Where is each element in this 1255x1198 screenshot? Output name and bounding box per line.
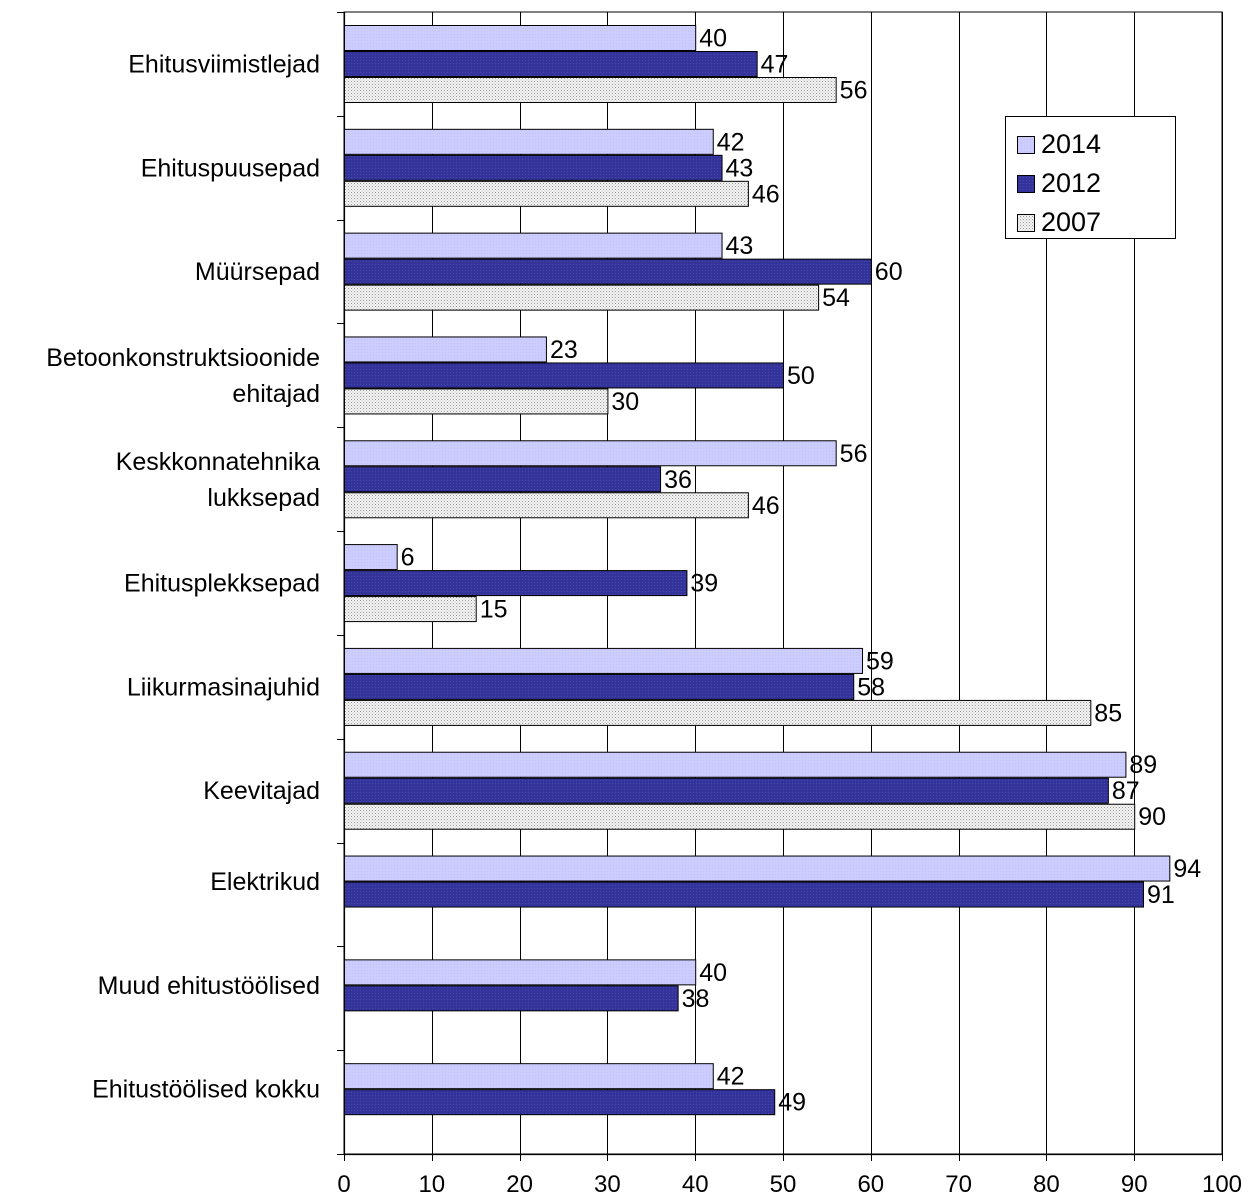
data-label: 46 [752, 180, 780, 208]
bar-2014 [344, 751, 1127, 778]
data-label: 43 [726, 154, 754, 182]
legend-label: 2014 [1041, 129, 1101, 159]
data-label: 46 [752, 492, 780, 520]
data-label: 56 [840, 77, 868, 105]
category-label: Muud ehitustöölised [98, 972, 320, 1000]
x-tick-label: 90 [1121, 1171, 1148, 1198]
data-label: 36 [664, 466, 692, 494]
data-label: 85 [1094, 699, 1122, 727]
data-labels: 4047564243464360542350305636466391559588… [401, 25, 1202, 1117]
bar-2007 [344, 388, 609, 415]
data-label: 42 [717, 1063, 745, 1091]
bar-2012 [344, 466, 662, 493]
bar-2014 [344, 1063, 714, 1090]
bar-2012 [344, 673, 855, 700]
data-label: 15 [480, 596, 508, 624]
bar-2014 [344, 232, 723, 259]
legend-label: 2012 [1041, 168, 1101, 198]
x-tick-label: 50 [770, 1171, 797, 1198]
category-label: Liikurmasinajuhid [127, 673, 320, 701]
data-label: 56 [840, 440, 868, 468]
data-label: 40 [699, 959, 727, 987]
bar-2012 [344, 154, 723, 181]
bar-2012 [344, 881, 1144, 908]
data-label: 89 [1129, 751, 1157, 779]
bar-2014 [344, 25, 697, 51]
data-label: 58 [857, 673, 885, 701]
bars [344, 25, 1171, 1116]
legend-swatch-2012 [1017, 175, 1035, 193]
legend: 2014 2012 2007 [1005, 116, 1176, 239]
bar-2007 [344, 180, 749, 207]
category-label: Ehituspuusepad [141, 154, 320, 182]
bar-2014 [344, 544, 398, 571]
data-label: 60 [875, 258, 903, 286]
category-label: Ehitusplekksepad [124, 570, 320, 598]
data-label: 38 [682, 985, 710, 1013]
x-tick-label: 40 [682, 1171, 709, 1198]
category-label: Ehitusviimistlejad [128, 51, 320, 79]
category-label: Elektrikud [210, 868, 320, 896]
bar-2014 [344, 959, 697, 986]
category-labels: Ehitusviimistlejad Ehituspuusepad Müürsepa… [46, 51, 320, 1104]
data-label: 30 [611, 388, 639, 416]
category-label: ehitajad [232, 380, 320, 408]
data-label: 47 [761, 51, 789, 79]
bar-2014 [344, 855, 1171, 882]
bar-2007 [344, 77, 837, 103]
category-label: lukksepad [207, 484, 320, 512]
category-label: Keevitajad [203, 777, 320, 805]
category-label: Betoonkonstruktsioonide [46, 344, 320, 372]
bar-2007 [344, 492, 749, 519]
bar-2007 [344, 803, 1136, 830]
bar-2012 [344, 985, 679, 1012]
bar-2007 [344, 596, 477, 623]
data-label: 59 [866, 647, 894, 675]
data-label: 87 [1112, 777, 1140, 805]
x-tick-label: 70 [945, 1171, 972, 1198]
data-label: 42 [717, 128, 745, 156]
bar-2012 [344, 777, 1109, 804]
x-tick-label: 30 [594, 1171, 621, 1198]
bar-2014 [344, 336, 547, 363]
bar-2012 [344, 1089, 776, 1116]
category-label: Keskkonnatehnika [116, 448, 320, 476]
x-tick-label: 0 [337, 1171, 350, 1198]
x-tick-label: 20 [506, 1171, 533, 1198]
bar-2014 [344, 647, 864, 674]
data-label: 39 [690, 570, 718, 598]
x-tick-labels: 0 10 20 30 40 50 60 70 80 90 100 [337, 1171, 1242, 1198]
bar-2007 [344, 699, 1092, 726]
data-label: 50 [787, 362, 815, 390]
x-tick-label: 100 [1202, 1171, 1242, 1198]
x-tick-label: 60 [857, 1171, 884, 1198]
data-label: 90 [1138, 803, 1166, 831]
bar-2012 [344, 258, 872, 285]
data-label: 6 [401, 544, 415, 572]
bar-2014 [344, 440, 837, 467]
bar-2014 [344, 128, 714, 155]
data-label: 91 [1147, 881, 1175, 909]
bar-2012 [344, 570, 688, 597]
data-label: 43 [726, 232, 754, 260]
legend-label: 2007 [1041, 207, 1101, 237]
legend-swatch-2007 [1017, 214, 1035, 232]
data-label: 23 [550, 336, 578, 364]
category-label: Ehitustöölised kokku [92, 1076, 320, 1104]
bar-2012 [344, 362, 784, 389]
data-label: 54 [822, 284, 850, 312]
bar-2007 [344, 284, 820, 311]
x-tick-label: 80 [1033, 1171, 1060, 1198]
data-label: 40 [699, 25, 727, 53]
category-label: Müürsepad [195, 258, 320, 286]
x-tick-label: 10 [418, 1171, 445, 1198]
data-label: 49 [778, 1089, 806, 1117]
bar-2012 [344, 51, 758, 77]
legend-swatch-2014 [1017, 136, 1035, 154]
data-label: 94 [1173, 855, 1201, 883]
